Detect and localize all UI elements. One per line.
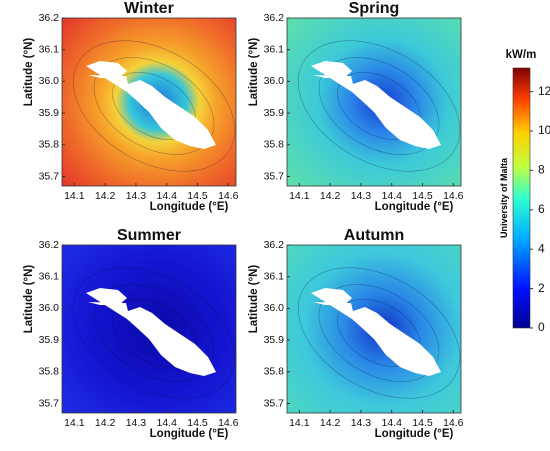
x-tick-label: 14.1: [289, 190, 310, 202]
x-tick-label: 14.2: [320, 190, 341, 202]
x-tick-label: 14.5: [187, 417, 208, 429]
y-tick-label: 36.2: [39, 239, 60, 251]
x-tick-label: 14.5: [412, 190, 433, 202]
colorbar-tick-label: 0: [538, 320, 545, 334]
y-tick-label: 35.7: [39, 170, 60, 182]
y-tick-label: 35.8: [39, 139, 60, 151]
colorbar-tick-label: 4: [538, 241, 545, 255]
y-tick-label: 36.1: [39, 270, 60, 282]
colorbar: [512, 67, 531, 329]
y-tick-label: 36.0: [39, 75, 60, 87]
x-tick-label: 14.4: [156, 417, 177, 429]
x-tick-label: 14.4: [381, 417, 402, 429]
x-tick-label: 14.3: [351, 190, 372, 202]
contour: [297, 40, 461, 172]
panel-title: Spring: [349, 0, 400, 17]
y-tick-label: 36.1: [39, 43, 60, 55]
x-axis-label: Longitude (°E): [375, 428, 454, 440]
island: [311, 288, 441, 376]
y-tick-label: 36.0: [39, 302, 60, 314]
x-tick-label: 14.6: [218, 417, 239, 429]
island: [86, 288, 216, 376]
x-tick-label: 14.2: [95, 190, 116, 202]
y-tick-label: 35.8: [39, 366, 60, 378]
colorbar-tick-label: 6: [538, 202, 545, 216]
y-tick-label: 36.0: [264, 75, 285, 87]
colorbar-label: kW/m: [506, 49, 537, 61]
plot-frame: [286, 244, 462, 414]
x-tick-label: 14.1: [289, 417, 310, 429]
colorbar-tick-label: 2: [538, 281, 545, 295]
island: [311, 61, 441, 149]
x-tick-label: 14.3: [126, 190, 147, 202]
colorbar-tick-label: 8: [538, 163, 545, 177]
y-tick-label: 35.8: [264, 139, 285, 151]
panel-title: Autumn: [344, 227, 404, 244]
y-tick-label: 35.7: [264, 397, 285, 409]
y-tick-label: 36.2: [39, 12, 60, 24]
y-tick-label: 36.1: [264, 270, 285, 282]
x-tick-label: 14.5: [412, 417, 433, 429]
y-tick-label: 36.0: [264, 302, 285, 314]
plot-frame: [61, 244, 237, 414]
contour: [72, 267, 236, 399]
plot-frame: [286, 17, 462, 187]
x-tick-label: 14.5: [187, 190, 208, 202]
y-tick-label: 35.9: [264, 107, 285, 119]
x-tick-label: 14.6: [443, 417, 464, 429]
x-tick-label: 14.2: [95, 417, 116, 429]
y-tick-label: 35.8: [264, 366, 285, 378]
island: [86, 61, 216, 149]
y-tick-label: 35.7: [264, 170, 285, 182]
y-axis-label: Latitude (°N): [248, 265, 260, 334]
contour: [72, 40, 236, 172]
x-tick-label: 14.4: [381, 190, 402, 202]
y-axis-label: Latitude (°N): [248, 38, 260, 107]
y-tick-label: 35.9: [264, 334, 285, 346]
y-axis-label: Latitude (°N): [23, 38, 35, 107]
colorbar-tick-label: 12: [538, 84, 550, 98]
y-tick-label: 35.9: [39, 334, 60, 346]
x-tick-label: 14.3: [126, 417, 147, 429]
x-tick-label: 14.6: [218, 190, 239, 202]
colorbar-source: University of Malta: [499, 157, 509, 238]
x-tick-label: 14.3: [351, 417, 372, 429]
x-axis-label: Longitude (°E): [150, 201, 229, 213]
y-tick-label: 36.2: [264, 12, 285, 24]
x-axis-label: Longitude (°E): [150, 428, 229, 440]
contour: [297, 267, 461, 399]
panel-title: Summer: [117, 227, 181, 244]
y-tick-label: 35.9: [39, 107, 60, 119]
x-tick-label: 14.1: [64, 417, 85, 429]
x-tick-label: 14.1: [64, 190, 85, 202]
x-tick-label: 14.6: [443, 190, 464, 202]
y-tick-label: 36.1: [264, 43, 285, 55]
x-axis-label: Longitude (°E): [375, 201, 454, 213]
y-tick-label: 35.7: [39, 397, 60, 409]
y-axis-label: Latitude (°N): [23, 265, 35, 334]
x-tick-label: 14.4: [156, 190, 177, 202]
plot-frame: [61, 17, 237, 187]
x-tick-label: 14.2: [320, 417, 341, 429]
panel-title: Winter: [124, 0, 174, 17]
y-tick-label: 36.2: [264, 239, 285, 251]
colorbar-tick-label: 10: [538, 123, 550, 137]
